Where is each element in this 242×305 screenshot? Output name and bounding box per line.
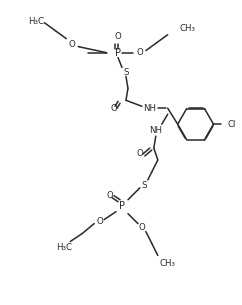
Text: CH₃: CH₃ <box>160 259 176 268</box>
Text: O: O <box>69 40 76 49</box>
Text: H₃C: H₃C <box>56 243 72 252</box>
Text: O: O <box>111 104 117 113</box>
Text: P: P <box>119 201 125 211</box>
Text: NH: NH <box>149 126 162 135</box>
Text: O: O <box>136 48 143 57</box>
Text: P: P <box>115 48 121 58</box>
Text: Cl: Cl <box>227 120 236 129</box>
Text: NH: NH <box>143 104 156 113</box>
Text: O: O <box>138 223 145 232</box>
Text: S: S <box>141 181 147 190</box>
Text: O: O <box>115 32 121 41</box>
Text: O: O <box>97 217 104 226</box>
Text: O: O <box>107 191 113 200</box>
Text: H₃C: H₃C <box>29 17 45 26</box>
Text: O: O <box>136 149 143 159</box>
Text: S: S <box>123 68 129 77</box>
Text: CH₃: CH₃ <box>180 24 196 33</box>
